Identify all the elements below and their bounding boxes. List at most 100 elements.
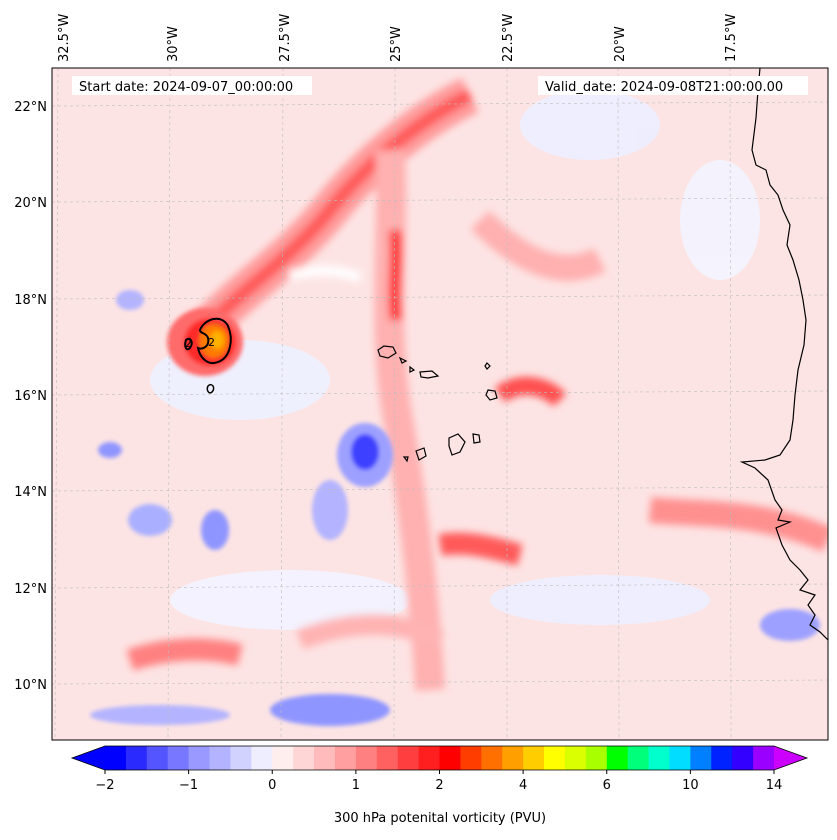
map-frame <box>51 67 829 741</box>
colorbar-tick-label: 2 <box>435 778 443 793</box>
island-outline <box>377 345 397 359</box>
island-outline <box>448 433 466 456</box>
colorbar-cell <box>439 746 462 770</box>
colorbar-tick-label: 1 <box>352 778 360 793</box>
pv-blue-blob <box>128 504 172 536</box>
pv-filament <box>648 497 828 552</box>
pv-filament <box>126 638 243 671</box>
meridian-line <box>393 68 396 740</box>
pv-low-patches <box>150 90 760 630</box>
cape-verde-islands <box>377 345 498 463</box>
start-date-box <box>72 76 312 95</box>
colorbar-cells <box>105 746 775 770</box>
colorbar-cell <box>502 746 524 770</box>
meridian-line <box>729 68 732 740</box>
pv-light-patch <box>680 160 760 280</box>
colorbar-cell <box>711 746 733 770</box>
longitude-ticks: 32.5°W 30°W 27.5°W 25°W 22.5°W 20°W 17.5… <box>57 14 739 62</box>
colorbar: −2 −1 0 1 2 4 6 10 14 300 hPa potenital vorticit… <box>70 745 809 826</box>
colorbar-label: 300 hPa potenital vorticity (PVU) <box>334 811 546 826</box>
valid-date-label: Valid_date: 2024-09-08T21:00:00.00 <box>545 80 783 95</box>
colorbar-tick-label: −1 <box>179 778 198 793</box>
pv-high-filaments <box>126 78 828 691</box>
pv-blue-blob <box>351 434 379 470</box>
colorbar-tick-label: 6 <box>603 778 611 793</box>
lat-tick-label: 18°N <box>14 293 47 308</box>
pv-filament <box>470 210 606 281</box>
colorbar-cell <box>188 746 211 770</box>
island-outline <box>398 356 408 364</box>
colorbar-cell <box>125 746 148 770</box>
colorbar-over-arrow <box>774 746 807 770</box>
pv-light-patch <box>490 575 710 625</box>
colorbar-cell <box>523 746 545 770</box>
colorbar-cell <box>334 746 357 770</box>
lon-tick-label: 30°W <box>166 26 181 62</box>
latitude-ticks: 22°N 20°N 18°N 16°N 14°N 12°N 10°N <box>14 100 47 693</box>
lon-tick-label: 22.5°W <box>501 14 516 62</box>
lat-tick-label: 16°N <box>14 389 47 404</box>
pv-blue-blob <box>98 442 122 458</box>
island-outline <box>485 389 498 401</box>
colorbar-cell <box>230 746 252 770</box>
pv-filament <box>288 265 362 283</box>
island-outline <box>402 456 409 463</box>
meridian-line <box>167 68 171 740</box>
west-africa-coastline <box>739 68 828 641</box>
colorbar-cell <box>314 746 336 770</box>
colorbar-cell <box>167 746 190 770</box>
pv-blue-blob <box>116 290 144 310</box>
pv-filament <box>199 88 474 335</box>
colorbar-cell <box>732 746 754 770</box>
pv-blue-blob <box>312 480 348 540</box>
colorbar-cell <box>753 746 775 770</box>
colorbar-tick-label: 4 <box>519 778 527 793</box>
island-outline <box>409 365 416 373</box>
meridian-line <box>54 68 59 740</box>
pv-light-patch <box>520 90 660 160</box>
colorbar-cell <box>544 746 566 770</box>
pv-blue-blob <box>270 694 390 726</box>
pv-blue-blob <box>760 609 820 641</box>
colorbar-tick-label: 14 <box>766 778 783 793</box>
contour-line <box>206 383 215 394</box>
colorbar-ticks: −2 −1 0 1 2 4 6 10 14 <box>95 770 782 793</box>
lat-tick-label: 12°N <box>14 582 47 597</box>
valid-date-box <box>538 76 808 95</box>
colorbar-cell <box>376 746 399 770</box>
graticule <box>52 68 828 740</box>
pv-light-patch <box>170 570 410 630</box>
pv-filament <box>296 615 445 650</box>
colorbar-cell <box>648 746 671 770</box>
lat-tick-label: 20°N <box>14 196 47 211</box>
map-panel: 2 2 <box>52 68 828 740</box>
lon-tick-label: 27.5°W <box>278 14 293 62</box>
colorbar-under-arrow <box>72 746 105 770</box>
pv-blue-blob <box>90 705 230 725</box>
colorbar-cell <box>669 746 691 770</box>
colorbar-tick-label: −2 <box>95 778 114 793</box>
lon-tick-label: 20°W <box>613 26 628 62</box>
lat-tick-label: 14°N <box>14 485 47 500</box>
colorbar-tick-label: 10 <box>682 778 699 793</box>
colorbar-cell <box>272 746 294 770</box>
meridian-line <box>280 68 284 740</box>
start-date-label: Start date: 2024-09-07_00:00:00 <box>79 80 293 95</box>
island-outline <box>484 362 491 370</box>
colorbar-cell <box>355 746 378 770</box>
lon-tick-label: 32.5°W <box>57 14 72 62</box>
colorbar-cell <box>481 746 503 770</box>
pv-filament <box>494 376 567 407</box>
pv-2pvu-contour <box>184 317 232 394</box>
pv-filament <box>438 532 523 566</box>
pv-filament <box>388 229 402 321</box>
lat-tick-label: 10°N <box>14 678 47 693</box>
colorbar-cell <box>293 746 315 770</box>
meridian-line <box>617 68 620 740</box>
colorbar-cell <box>209 746 232 770</box>
colorbar-tick-label: 0 <box>268 778 276 793</box>
colorbar-cell <box>690 746 712 770</box>
colorbar-cell <box>397 746 420 770</box>
colorbar-cell <box>606 746 629 770</box>
